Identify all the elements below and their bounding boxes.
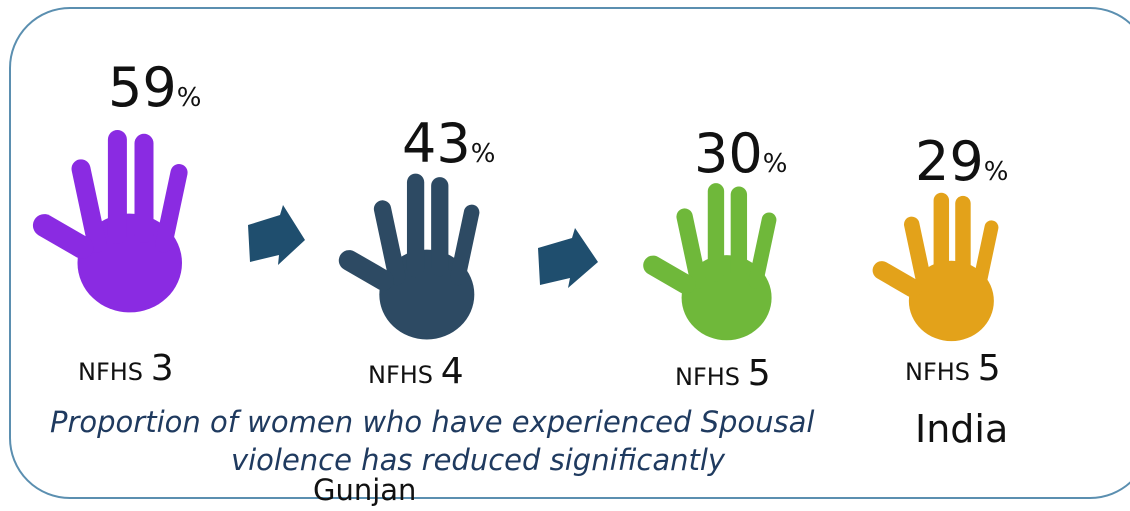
percent-label: 30% <box>694 122 787 185</box>
survey-label: NFHS 3 <box>78 348 174 389</box>
hand-icon <box>335 174 481 340</box>
percent-unit: % <box>177 83 202 113</box>
survey-label: NFHS 5 <box>905 348 1001 389</box>
survey-name: NFHS <box>675 363 740 391</box>
percent-value: 59 <box>108 56 177 119</box>
survey-round: 4 <box>441 351 464 392</box>
survey-round: 3 <box>151 348 174 389</box>
region-label: India <box>915 407 1008 451</box>
author: Gunjan <box>313 473 416 507</box>
percent-label: 43% <box>402 112 495 175</box>
percent-unit: % <box>984 157 1009 187</box>
infographic: Proportion of women who have experienced… <box>0 0 1130 511</box>
percent-label: 59% <box>108 56 201 119</box>
percent-unit: % <box>471 139 496 169</box>
survey-label: NFHS 4 <box>368 351 464 392</box>
hand-icon <box>869 193 1000 341</box>
arrow <box>248 205 305 265</box>
percent-value: 30 <box>694 122 763 185</box>
percent-value: 29 <box>915 130 984 193</box>
percent-label: 29% <box>915 130 1008 193</box>
hand-icon <box>29 130 189 312</box>
survey-name: NFHS <box>78 358 143 386</box>
survey-name: NFHS <box>368 361 433 389</box>
survey-round: 5 <box>978 348 1001 389</box>
percent-value: 43 <box>402 112 471 175</box>
caption-line: violence has reduced significantly <box>231 443 726 477</box>
survey-name: NFHS <box>905 358 970 386</box>
arrow <box>538 228 598 288</box>
survey-round: 5 <box>748 353 771 394</box>
caption-line: Proportion of women who have experienced… <box>50 405 815 439</box>
survey-label: NFHS 5 <box>675 353 771 394</box>
percent-unit: % <box>763 149 788 179</box>
hand-icon <box>640 183 778 340</box>
